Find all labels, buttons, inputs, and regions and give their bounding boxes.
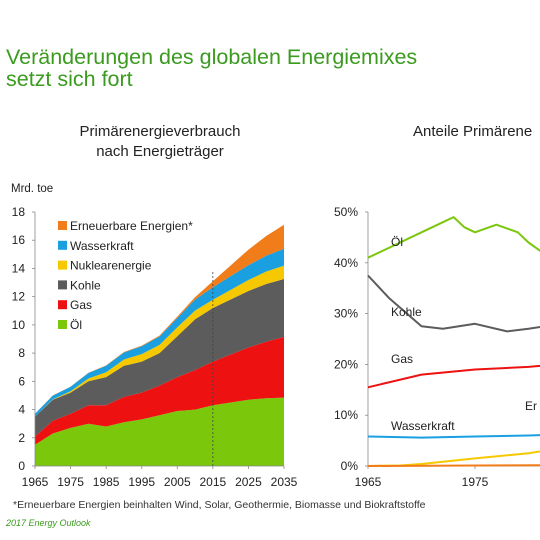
line-gas [367,364,540,389]
legend-swatch-oel [58,320,67,329]
left-x-tick-label: 2005 [164,475,191,489]
right-x-tick-label: 1975 [462,475,489,489]
series-label-oel: Öl [391,235,403,249]
legend-label-nuklearenergie: Nuklearenergie [70,259,152,273]
left-y-tick-label: 4 [18,403,25,417]
line-nuklearenergie [367,450,540,467]
legend-label-erneuerbare-energien: Erneuerbare Energien* [70,219,193,233]
left-y-tick-label: 2 [18,431,25,445]
right-x-tick-label: 1965 [355,475,382,489]
right-y-tick-label: 50% [334,205,358,219]
left-x-tick-label: 1975 [57,475,84,489]
line-oel [367,216,540,259]
left-x-tick-label: 1985 [93,475,120,489]
series-label-wasserkraft: Wasserkraft [391,419,455,433]
series-label-er: Er [525,399,537,413]
series-label-gas: Gas [391,352,413,366]
left-y-tick-label: 12 [12,290,26,304]
left-y-tick-label: 6 [18,374,25,388]
right-line-chart: 0%10%20%30%40%50%196519751985199520052Öl… [334,205,540,489]
line-erneuerbare-energien [367,464,540,467]
left-x-tick-label: 1965 [22,475,49,489]
area-nuklearenergie [35,265,284,417]
area-oel [35,397,284,466]
area-wasserkraft [35,248,284,417]
right-chart-title: Anteile Primärene [413,123,533,140]
line-kohle [367,274,540,333]
left-x-tick-label: 1995 [128,475,155,489]
right-y-tick-label: 10% [334,408,358,422]
legend-swatch-wasserkraft [58,240,67,250]
left-chart-title-line1: Primärenergieverbrauch [79,123,241,140]
left-y-tick-label: 16 [12,233,26,247]
source-label: 2017 Energy Outlook [6,518,91,528]
left-x-tick-label: 2015 [200,475,227,489]
left-y-tick-label: 8 [18,346,25,360]
left-y-tick-label: 10 [12,318,26,332]
legend-swatch-erneuerbare-energien [58,221,67,230]
left-y-tick-label: 18 [12,205,26,219]
right-y-tick-label: 0% [341,459,359,473]
page-title-line2: setzt sich fort [6,67,133,91]
left-y-tick-label: 14 [12,261,26,275]
legend-label-oel: Öl [70,318,82,332]
legend-label-gas: Gas [70,298,92,312]
footnote: *Erneuerbare Energien beinhalten Wind, S… [13,499,426,511]
left-x-tick-label: 2025 [235,475,262,489]
legend-swatch-kohle [58,280,67,290]
area-erneuerbare-energien [35,224,284,414]
right-y-tick-label: 40% [334,256,358,270]
page-title: Veränderungen des globalen Energiemixes … [6,46,417,90]
left-x-tick-label: 2035 [271,475,298,489]
left-chart-y-axis-label: Mrd. toe [11,183,54,195]
legend-swatch-nuklearenergie [58,260,67,270]
left-chart-title: Primärenergieverbrauch nach Energieträge… [60,122,260,162]
series-label-kohle: Kohle [391,305,422,319]
right-y-tick-label: 30% [334,307,358,321]
legend-swatch-gas [58,300,67,310]
left-chart-title-line2: nach Energieträger [96,143,224,160]
right-y-tick-label: 20% [334,357,358,371]
area-gas [35,336,284,445]
left-y-tick-label: 0 [18,459,25,473]
line-wasserkraft [367,434,540,439]
area-kohle [35,279,284,437]
page-title-line1: Veränderungen des globalen Energiemixes [6,45,418,69]
legend-label-wasserkraft: Wasserkraft [70,239,134,253]
legend-label-kohle: Kohle [70,278,101,292]
left-stacked-area-chart: 0 2 4 6 8 10 12 14 16 18 1965 1975 1985 1995 2005 2015 2… [12,205,298,489]
